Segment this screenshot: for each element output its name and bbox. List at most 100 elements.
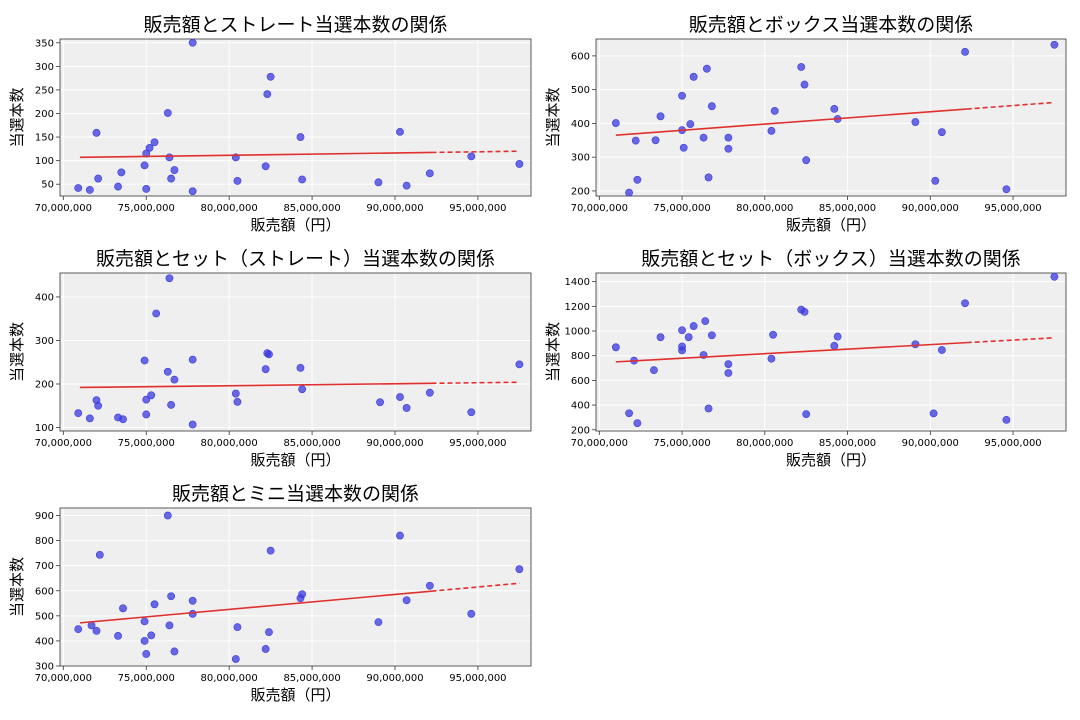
data-point (702, 64, 711, 73)
data-point (633, 419, 642, 427)
x-tick-label: 75,000,000 (653, 203, 710, 214)
x-axis-label: 販売額（円） (250, 216, 340, 234)
data-point (704, 404, 713, 413)
x-tick-label: 80,000,000 (201, 438, 258, 449)
y-tick-label: 150 (35, 133, 54, 144)
data-point (724, 369, 733, 377)
data-point (165, 153, 174, 162)
data-point (467, 152, 476, 161)
trend-line (79, 151, 432, 159)
data-point (74, 184, 83, 192)
data-point (704, 173, 713, 182)
trend-line (79, 590, 432, 624)
data-point (374, 178, 383, 187)
data-point (296, 363, 305, 372)
data-point (650, 366, 658, 375)
data-point (263, 90, 272, 99)
chart-panel-4: 70,000,000 75,000,000 80,000,000 85,000,000… (544, 248, 1067, 469)
data-point (165, 274, 174, 283)
data-point (147, 391, 156, 400)
trend-line-dashed (966, 101, 1055, 110)
data-point (689, 322, 698, 330)
data-point (74, 625, 83, 634)
data-point (140, 617, 149, 626)
data-point (167, 174, 176, 183)
x-tick-label: 85,000,000 (819, 203, 876, 214)
data-point (830, 104, 839, 113)
x-tick-label: 95,000,000 (984, 203, 1041, 214)
data-point (724, 133, 733, 142)
y-tick-label: 300 (35, 62, 54, 73)
data-point (145, 144, 154, 152)
data-point (167, 592, 176, 601)
trend-line-dashed (431, 582, 520, 592)
data-point (467, 609, 476, 618)
y-tick-label: 200 (571, 186, 590, 197)
data-point (374, 618, 383, 627)
data-point (467, 408, 476, 417)
data-point (261, 645, 270, 653)
trend-line (615, 108, 967, 137)
data-point (679, 143, 688, 152)
data-point (376, 398, 384, 407)
trend-line (79, 382, 432, 389)
data-point (425, 169, 434, 178)
data-point (678, 346, 686, 355)
data-point (188, 355, 197, 364)
data-point (929, 409, 938, 418)
data-point (402, 404, 411, 412)
data-point (631, 136, 640, 145)
data-point (147, 631, 156, 640)
y-tick-label: 50 (41, 180, 54, 191)
x-tick-label: 85,000,000 (283, 673, 340, 684)
data-point (396, 393, 404, 401)
chart-panel-1: 70,000,000 75,000,000 80,000,000 85,000,000… (8, 14, 532, 234)
data-point (140, 161, 149, 170)
data-point (152, 309, 161, 318)
data-point (142, 410, 151, 419)
y-axis-label: 当選本数 (8, 557, 26, 617)
data-point (163, 367, 172, 376)
data-point (188, 420, 197, 429)
data-point (114, 182, 122, 191)
data-point (150, 138, 159, 147)
x-tick-label: 95,000,000 (984, 438, 1041, 449)
data-point (142, 650, 151, 658)
data-point (701, 317, 710, 326)
data-point (188, 187, 197, 196)
x-tick-label: 70,000,000 (35, 438, 92, 449)
y-tick-label: 200 (35, 379, 54, 390)
data-point (188, 596, 197, 605)
y-tick-label: 250 (35, 85, 54, 96)
y-tick-label: 900 (35, 511, 54, 522)
chart-title: 販売額とストレート当選本数の関係 (143, 14, 447, 36)
x-tick-label: 85,000,000 (283, 438, 340, 449)
y-tick-label: 100 (35, 156, 54, 167)
data-point (425, 581, 434, 590)
data-point (678, 326, 686, 335)
y-tick-label: 300 (571, 153, 590, 164)
y-tick-label: 500 (35, 611, 54, 622)
x-tick-label: 75,000,000 (118, 673, 175, 684)
plot-area (596, 39, 1066, 196)
trend-line-dashed (966, 337, 1055, 344)
x-tick-label: 95,000,000 (449, 438, 506, 449)
y-tick-label: 300 (35, 662, 54, 673)
axes-frame (595, 272, 1067, 432)
x-tick-label: 75,000,000 (653, 438, 710, 449)
data-point (94, 174, 103, 183)
chart-panel-5: 70,000,000 75,000,000 80,000,000 85,000,000… (8, 483, 532, 704)
data-point (611, 343, 620, 352)
x-axis-label: 販売額（円） (786, 451, 876, 469)
data-point (802, 156, 811, 165)
data-point (396, 127, 404, 136)
data-point (170, 166, 179, 174)
axes-frame (59, 272, 532, 432)
x-axis-label: 販売額（円） (250, 686, 340, 704)
data-point (114, 632, 122, 640)
data-point (233, 397, 242, 406)
plot-area (60, 273, 531, 431)
y-tick-label: 1000 (565, 327, 590, 338)
data-point (233, 623, 242, 632)
